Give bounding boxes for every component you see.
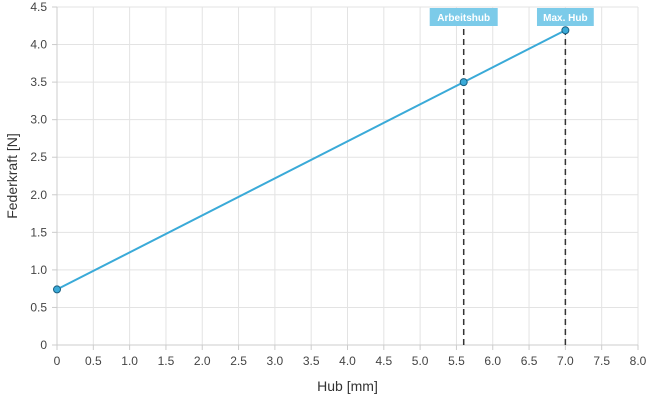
y-tick-label: 1.5 <box>30 225 47 239</box>
x-tick-label: 0.5 <box>85 354 102 368</box>
x-tick-label: 6.5 <box>521 354 538 368</box>
y-tick-label: 4.0 <box>30 38 47 52</box>
x-tick-label: 8.0 <box>630 354 647 368</box>
x-axis-ticks: 0 0.5 1.0 1.5 2.0 2.5 3.0 3.5 4.0 4.5 5.0 5.5 6.0 6.5… <box>54 345 647 368</box>
x-tick-label: 3.5 <box>303 354 320 368</box>
x-axis-title: Hub [mm] <box>317 378 378 394</box>
marker-label-box <box>536 8 594 26</box>
data-point <box>53 285 61 294</box>
x-tick-label: 2.0 <box>194 354 211 368</box>
x-tick-label: 1.0 <box>121 354 138 368</box>
y-tick-label: 2.5 <box>30 150 47 164</box>
x-tick-label: 6.0 <box>484 354 501 368</box>
series-layer <box>53 26 570 294</box>
y-axis-title: Federkraft [N] <box>4 133 20 219</box>
x-tick-label: 0 <box>54 354 61 368</box>
x-tick-label: 7.5 <box>593 354 610 368</box>
y-tick-label: 4.5 <box>30 0 47 14</box>
y-tick-label: 2.0 <box>30 188 47 202</box>
x-tick-label: 1.5 <box>158 354 175 368</box>
y-tick-label: 3.0 <box>30 113 47 127</box>
marker-max-stroke: Max. Hub <box>536 8 594 345</box>
x-tick-label: 5.0 <box>412 354 429 368</box>
y-axis-ticks: 0 0.5 1.0 1.5 2.0 2.5 3.0 3.5 4.0 4.5 <box>30 0 57 352</box>
marker-working-stroke: Arbeitshub <box>429 8 498 345</box>
y-tick-label: 0.5 <box>30 300 47 314</box>
y-tick-label: 1.0 <box>30 263 47 277</box>
marker-label: Arbeitshub <box>437 13 490 24</box>
x-tick-label: 2.5 <box>230 354 247 368</box>
x-tick-label: 4.0 <box>339 354 356 368</box>
marker-label-box <box>429 8 498 26</box>
data-point <box>459 78 468 87</box>
marker-label: Max. Hub <box>543 13 587 24</box>
data-point <box>561 26 570 35</box>
x-tick-label: 5.5 <box>448 354 465 368</box>
x-tick-label: 4.5 <box>375 354 392 368</box>
x-tick-label: 7.0 <box>557 354 574 368</box>
grid-lines <box>56 6 639 346</box>
x-tick-label: 3.0 <box>267 354 284 368</box>
y-tick-label: 3.5 <box>30 75 47 89</box>
y-tick-label: 0 <box>40 338 47 352</box>
